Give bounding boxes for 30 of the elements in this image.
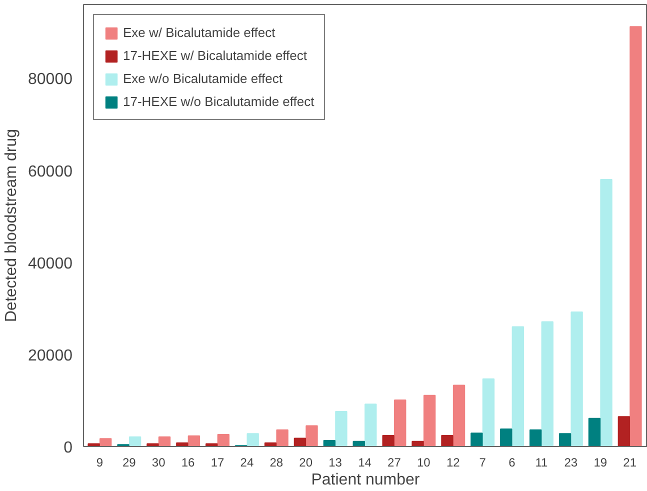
legend-label: 17-HEXE w/ Bicalutamide effect	[123, 48, 308, 63]
x-tick-label: 23	[564, 456, 578, 470]
y-tick-label: 60000	[28, 163, 73, 180]
y-tick-label: 80000	[28, 71, 73, 88]
x-tick-label: 6	[508, 456, 516, 470]
x-tick-label: 16	[181, 456, 196, 470]
x-tick-label: 13	[328, 456, 342, 470]
x-tick-label: 7	[479, 456, 486, 470]
x-tick-label: 19	[594, 456, 608, 470]
x-tick-label: 21	[623, 456, 637, 470]
x-tick-label: 14	[358, 456, 372, 470]
x-tick-label: 30	[152, 456, 166, 470]
x-tick-label: 12	[446, 456, 460, 470]
x-tick-label: 11	[535, 456, 548, 470]
x-tick-label: 24	[240, 456, 254, 470]
y-axis-title: Detected bloodstream drug	[3, 129, 20, 322]
x-tick-label: 27	[388, 456, 402, 470]
x-tick-label: 20	[299, 456, 313, 470]
y-tick-label: 40000	[28, 255, 73, 272]
x-tick-label: 9	[96, 456, 104, 470]
x-tick-label: 10	[416, 456, 431, 470]
x-axis-title: Patient number	[311, 472, 420, 488]
legend-label: Exe w/o Bicalutamide effect	[123, 71, 282, 86]
y-tick-label: 0	[64, 440, 73, 456]
x-tick-label: 29	[122, 456, 136, 470]
y-tick-label: 20000	[28, 347, 73, 364]
legend-label: 17-HEXE w/o Bicalutamide effect	[123, 94, 314, 109]
x-tick-label: 17	[210, 456, 225, 470]
legend-label: Exe w/ Bicalutamide effect	[123, 25, 276, 40]
x-tick-label: 28	[270, 456, 284, 470]
